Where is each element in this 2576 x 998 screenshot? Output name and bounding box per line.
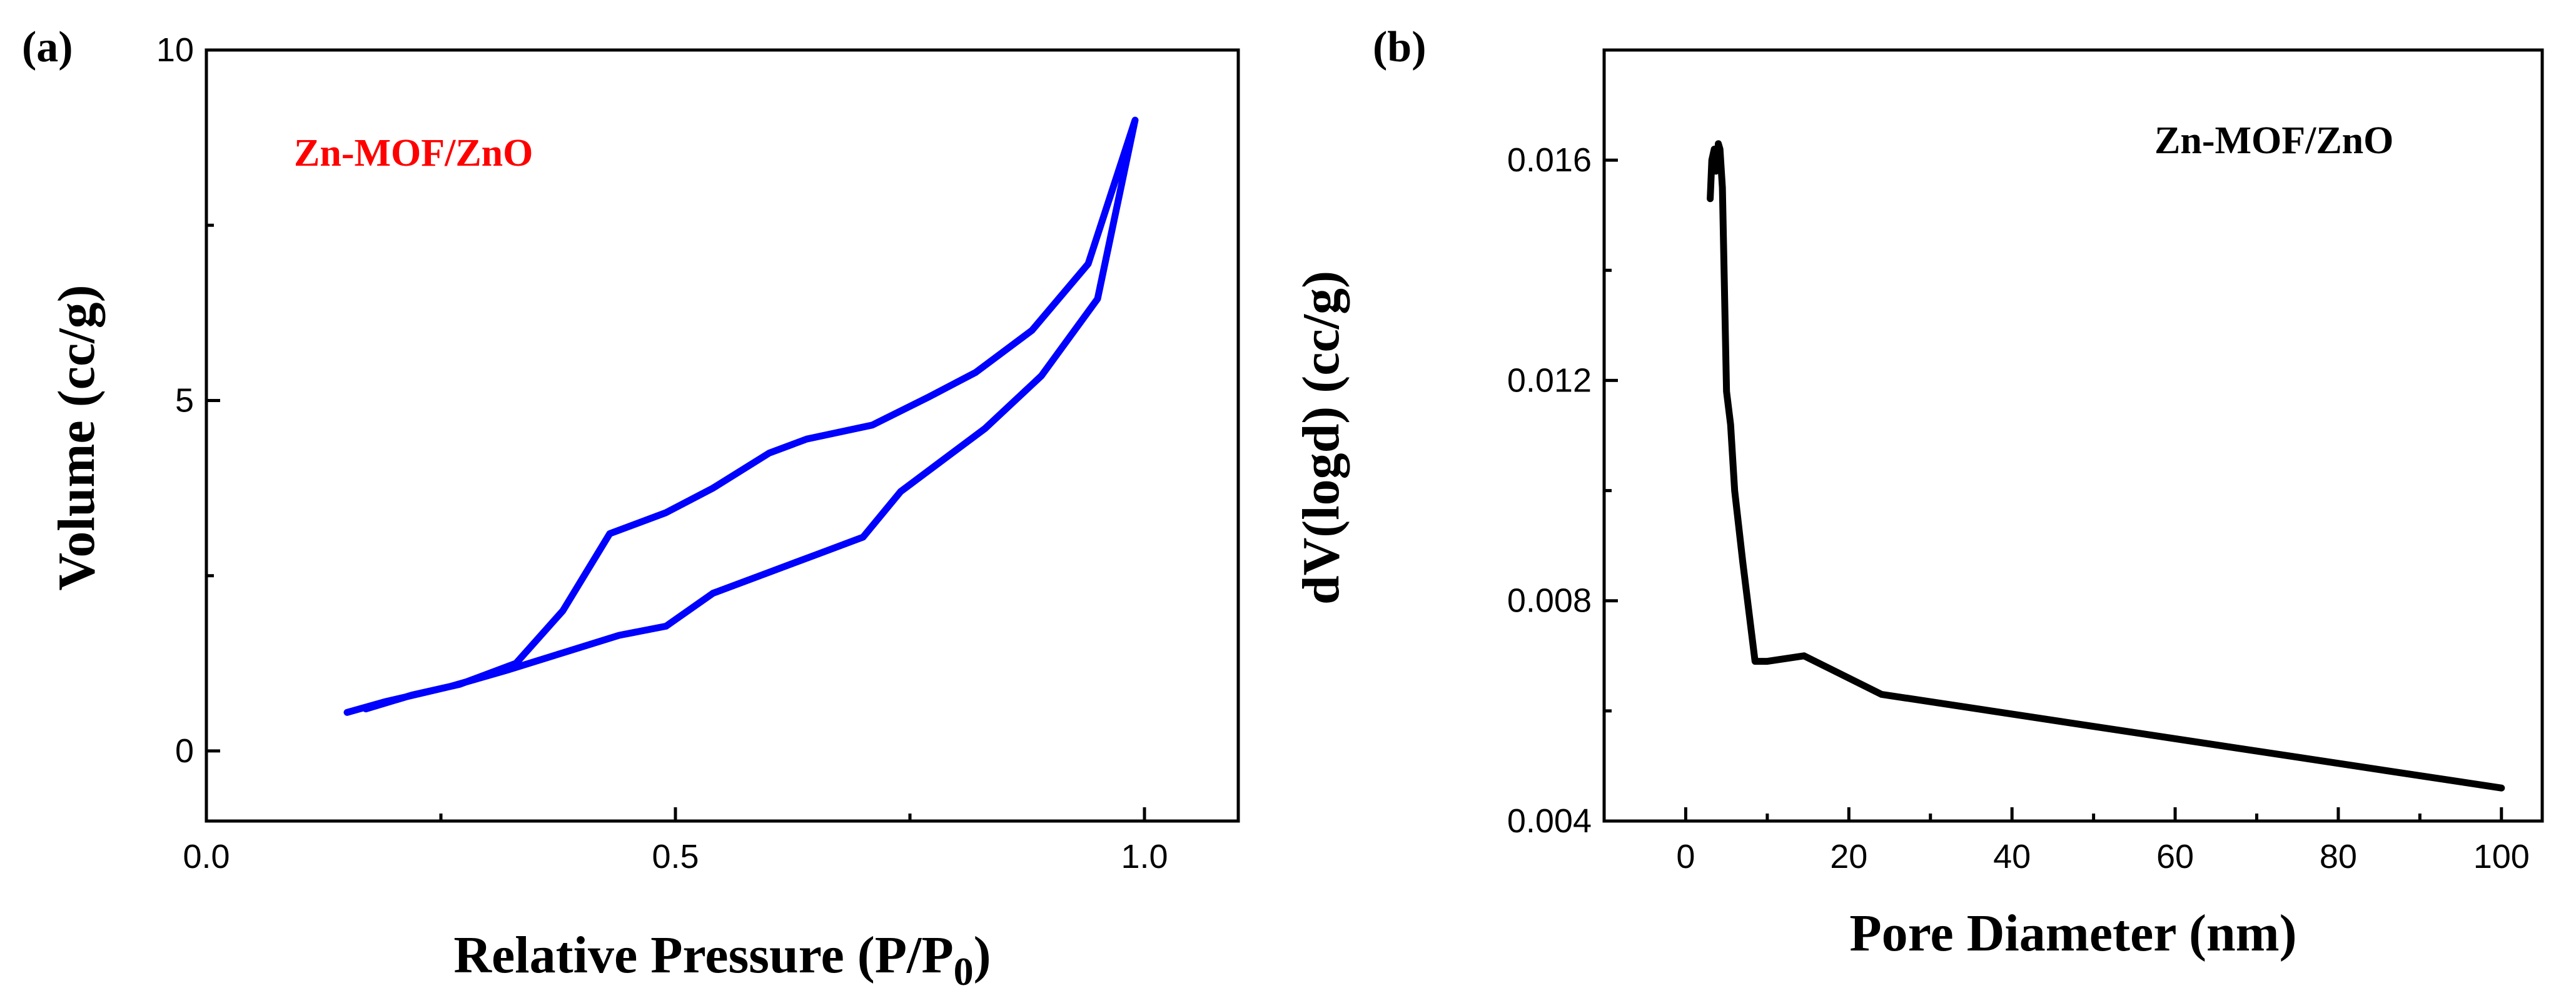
data-point [711, 591, 715, 595]
x-tick-label: 0.0 [183, 838, 230, 875]
data-point [617, 633, 621, 637]
data-point [983, 426, 987, 431]
panel-a-plot-frame [205, 48, 1240, 823]
data-point [2499, 786, 2503, 790]
x-tick-label: 80 [2320, 838, 2357, 875]
panel-a-x-axis-label-main: Relative Pressure (P/P [453, 926, 953, 984]
panel-b-y-axis-label: dV(logd) (cc/g) [1292, 271, 1350, 605]
data-point [805, 437, 809, 441]
data-point [664, 624, 668, 628]
data-point [1718, 147, 1722, 151]
panel-a-y-axis-label: Volume (cc/g) [48, 285, 106, 590]
y-tick-label: 0.008 [1507, 582, 1592, 620]
data-point [664, 510, 668, 515]
data-point [899, 490, 902, 494]
data-point [1096, 296, 1099, 301]
x-tick-label: 0 [1676, 838, 1695, 875]
data-point [1714, 169, 1718, 173]
data-point [608, 532, 612, 536]
data-point [1802, 653, 1806, 658]
data-point [1710, 158, 1714, 163]
x-tick-label: 100 [2473, 838, 2530, 875]
data-point [767, 570, 771, 575]
y-tick-label: 0.016 [1507, 141, 1592, 179]
panel-a-label: (a) [22, 23, 73, 71]
data-point [1030, 328, 1034, 333]
data-point [1039, 374, 1043, 378]
panel-a-series-line [343, 116, 1139, 716]
data-point [936, 461, 940, 466]
data-point [1729, 422, 1733, 426]
x-tick-label: 40 [1993, 838, 2031, 875]
panel-b-y-ticks: 0.004 0.008 0.012 0.016 [1507, 141, 1618, 840]
x-tick-label: 20 [1830, 838, 1867, 875]
data-point [1765, 659, 1769, 663]
data-point [1724, 390, 1729, 394]
panel-b-series-line [1707, 140, 2505, 792]
x-tick-label: 0.5 [652, 838, 699, 875]
data-point [871, 423, 874, 427]
data-point [1732, 488, 1737, 493]
data-point [1716, 141, 1720, 146]
data-point [974, 370, 977, 375]
panel-a-annotation: Zn-MOF/ZnO [294, 132, 533, 174]
data-point [1708, 196, 1712, 201]
y-tick-label: 0 [175, 732, 194, 770]
panel-b-pore-distribution-chart: (b) 0 20 40 60 80 100 0.004 0.008 0.012 0.016 Zn… [1292, 23, 2544, 962]
data-point [861, 535, 865, 540]
panel-a-y-ticks: 0 5 10 [156, 31, 220, 770]
y-tick-label: 5 [175, 381, 194, 419]
x-tick-label: 60 [2156, 838, 2194, 875]
panel-b-x-axis-label: Pore Diameter (nm) [1849, 904, 2296, 962]
data-point [767, 451, 771, 455]
data-point [345, 710, 349, 715]
data-point [514, 661, 518, 665]
data-point [1712, 147, 1717, 151]
data-point [1720, 186, 1725, 190]
x-tick-label: 1.0 [1121, 838, 1168, 875]
panel-a-x-axis-label-suffix: ) [974, 926, 991, 984]
data-point [1133, 118, 1137, 123]
panel-b-x-ticks: 0 20 40 60 80 100 [1676, 807, 2530, 875]
panel-a-x-axis-label-subscript: 0 [954, 949, 974, 994]
data-point [711, 486, 715, 490]
panel-a-data-points [345, 118, 1137, 715]
panel-a-x-ticks: 0.0 0.5 1.0 [183, 807, 1168, 875]
data-point [458, 682, 462, 687]
panel-b-annotation: Zn-MOF/ZnO [2154, 119, 2393, 162]
data-point [505, 668, 508, 673]
data-point [1740, 560, 1745, 565]
data-point [411, 693, 415, 697]
panel-a-x-axis-label: Relative Pressure (P/P0) [453, 926, 991, 994]
y-tick-label: 10 [156, 31, 194, 69]
panel-b-plot-frame [1602, 48, 2544, 823]
data-point [448, 684, 452, 688]
data-point [561, 650, 565, 655]
data-point [814, 553, 818, 557]
panel-b-data-points [1708, 141, 2503, 790]
data-point [364, 707, 368, 711]
data-point [927, 395, 931, 399]
panel-b-label: (b) [1373, 23, 1427, 71]
y-tick-label: 0.012 [1507, 361, 1592, 399]
data-point [1753, 659, 1757, 663]
data-point [1086, 261, 1090, 266]
y-tick-label: 0.004 [1507, 802, 1592, 840]
panel-a-isotherm-chart: (a) 0.0 0.5 1.0 0 5 10 Zn-MOF/ZnO Relative P… [22, 23, 1240, 994]
data-point [383, 700, 386, 704]
data-point [1879, 692, 1884, 697]
data-point [561, 608, 565, 613]
